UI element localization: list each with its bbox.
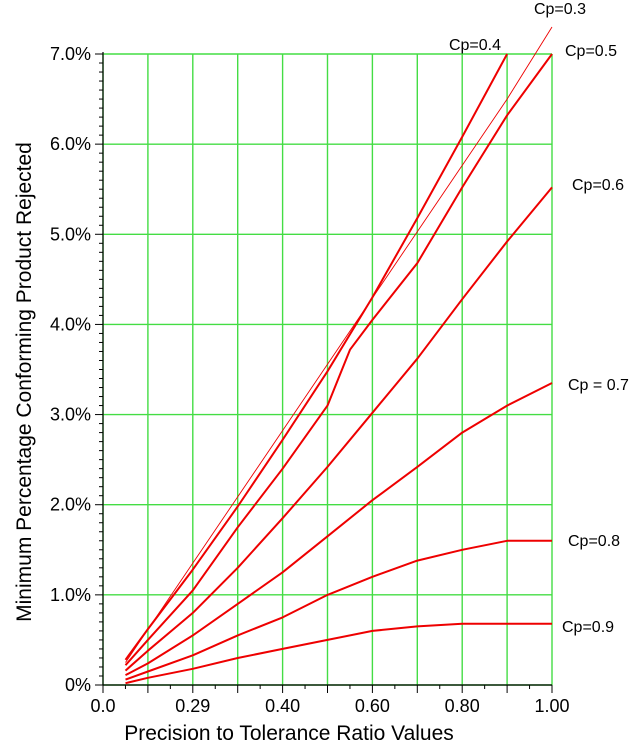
y-tick-label: 1.0%	[50, 585, 91, 605]
chart-labels: 0% 1.0% 2.0% 3.0% 4.0% 5.0% 6.0% 7.0% 0.0 0.29 0.4…	[50, 1, 629, 716]
y-tick-label: 7.0%	[50, 44, 91, 64]
series-label: Cp=0.4	[449, 37, 501, 54]
series-line	[125, 382, 553, 676]
series-line	[125, 539, 552, 681]
series-line	[124, 186, 553, 672]
y-tick-label: 5.0%	[50, 224, 91, 244]
x-tick-label: 0.60	[355, 696, 390, 716]
y-tick-label: 3.0%	[50, 405, 91, 425]
y-tick-label: 6.0%	[50, 134, 91, 154]
series-line	[124, 53, 553, 666]
series-label: Cp=0.5	[565, 43, 617, 60]
series-label: Cp = 0.7	[568, 377, 629, 394]
x-axis-title: Precision to Tolerance Ratio Values	[124, 722, 454, 745]
series-line	[125, 26, 553, 663]
series-line	[124, 53, 508, 661]
chart-axes	[95, 52, 553, 693]
series-label: Cp=0.8	[568, 533, 620, 550]
x-tick-label: 0.29	[175, 696, 210, 716]
y-tick-label: 4.0%	[50, 314, 91, 334]
series-label: Cp=0.3	[534, 1, 586, 18]
series-line	[125, 622, 552, 685]
series-label: Cp=0.9	[562, 619, 614, 636]
y-tick-label: 2.0%	[50, 495, 91, 515]
y-axis-title: Minimum Percentage Conforming Product Re…	[13, 142, 36, 622]
y-tick-label: 0%	[65, 675, 91, 695]
x-tick-label: 0.40	[265, 696, 300, 716]
x-tick-label: 0.80	[445, 696, 480, 716]
chart-series	[124, 26, 553, 685]
x-tick-label: 1.00	[534, 696, 569, 716]
x-tick-label: 0.0	[90, 696, 115, 716]
series-label: Cp=0.6	[572, 177, 624, 194]
